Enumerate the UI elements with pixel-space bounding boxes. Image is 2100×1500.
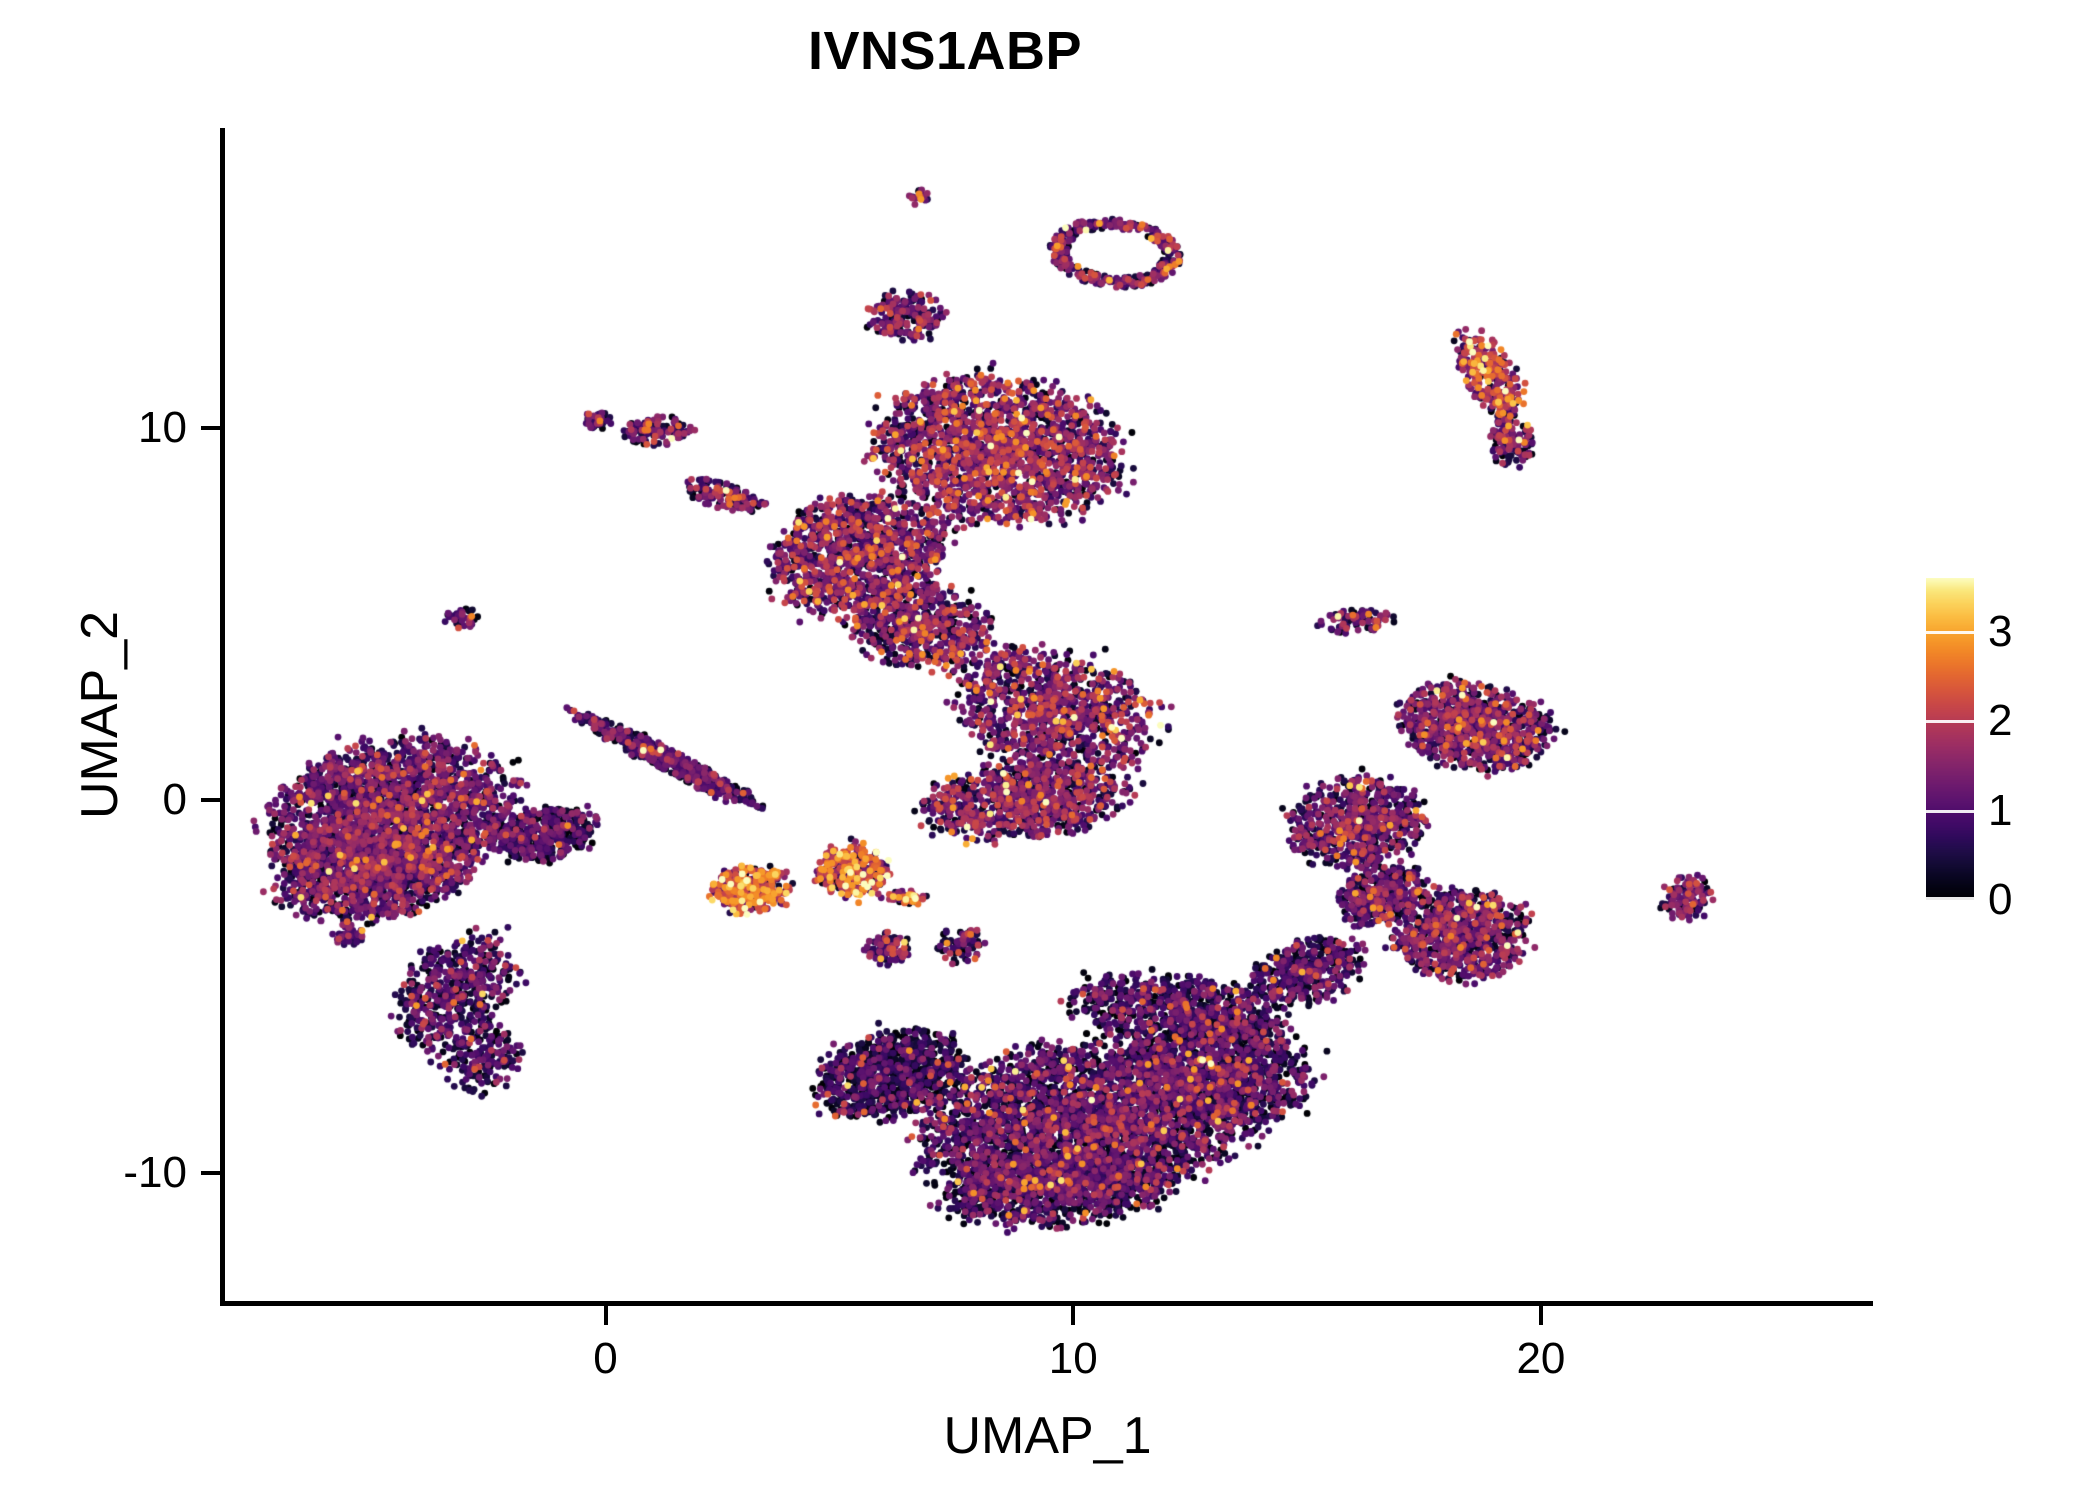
x-axis-tick <box>1538 1306 1543 1325</box>
x-axis-tick <box>1071 1306 1076 1325</box>
colorbar-tick-label: 0 <box>1988 875 2013 924</box>
colorbar-tick-label: 1 <box>1988 786 2013 835</box>
y-axis-line <box>220 128 225 1306</box>
colorbar-tick <box>1926 631 1974 634</box>
colorbar-tick <box>1926 810 1974 813</box>
x-axis-tick-label: 20 <box>1516 1334 1566 1383</box>
scatter-points-canvas <box>222 130 1873 1303</box>
y-axis-tick-label: 0 <box>162 775 187 825</box>
colorbar-tick-label: 2 <box>1988 696 2013 745</box>
y-axis-title: UMAP_2 <box>71 610 129 820</box>
x-axis-tick-label: 10 <box>1048 1334 1098 1383</box>
x-axis-tick-label: 0 <box>593 1334 618 1383</box>
colorbar-tick <box>1926 720 1974 723</box>
colorbar-gradient <box>1926 578 1974 900</box>
x-axis-line <box>220 1301 1873 1306</box>
plot-panel <box>222 130 1873 1303</box>
x-axis-tick <box>603 1306 608 1325</box>
y-axis-tick <box>201 1170 220 1175</box>
y-axis-tick-label: 10 <box>138 402 187 452</box>
y-axis-tick-label: -10 <box>123 1147 187 1197</box>
y-axis-tick <box>201 798 220 803</box>
x-axis-title: UMAP_1 <box>943 1407 1152 1465</box>
page-title: IVNS1ABP <box>807 21 1083 81</box>
color-legend: 3 2 1 0 <box>1926 578 2086 922</box>
colorbar-tick-label: 3 <box>1988 607 2013 656</box>
colorbar-tick <box>1926 897 1974 900</box>
y-axis-tick <box>201 425 220 430</box>
